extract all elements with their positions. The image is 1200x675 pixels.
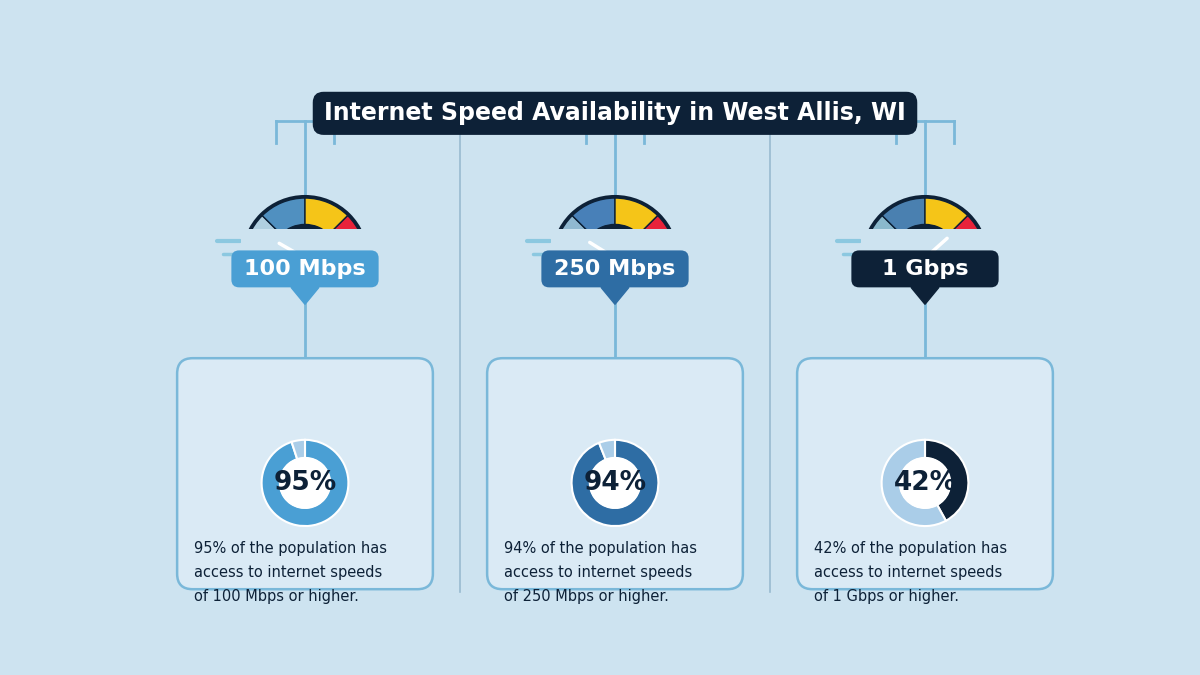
Wedge shape — [949, 215, 985, 258]
Wedge shape — [599, 440, 616, 460]
Wedge shape — [271, 225, 338, 258]
FancyBboxPatch shape — [232, 250, 379, 288]
Polygon shape — [601, 288, 629, 304]
Wedge shape — [571, 440, 659, 526]
FancyBboxPatch shape — [313, 92, 917, 135]
Text: 94%: 94% — [583, 470, 647, 496]
Wedge shape — [925, 440, 968, 520]
Wedge shape — [245, 215, 281, 258]
Wedge shape — [616, 198, 658, 234]
Circle shape — [612, 255, 618, 261]
Bar — [860, 229, 989, 267]
Wedge shape — [329, 215, 366, 258]
Text: 42% of the population has
access to internet speeds
of 1 Gbps or higher.: 42% of the population has access to inte… — [814, 541, 1007, 604]
Wedge shape — [262, 440, 348, 526]
Polygon shape — [292, 288, 319, 304]
Circle shape — [280, 458, 330, 508]
Wedge shape — [552, 195, 678, 258]
Wedge shape — [882, 440, 946, 526]
Text: 250 Mbps: 250 Mbps — [554, 259, 676, 279]
Bar — [241, 229, 370, 267]
FancyBboxPatch shape — [797, 358, 1052, 589]
Wedge shape — [638, 215, 676, 258]
Circle shape — [302, 255, 307, 261]
FancyBboxPatch shape — [178, 358, 433, 589]
Circle shape — [923, 255, 928, 261]
Wedge shape — [581, 225, 649, 258]
Wedge shape — [862, 195, 989, 258]
Text: 100 Mbps: 100 Mbps — [244, 259, 366, 279]
Wedge shape — [554, 215, 592, 258]
Circle shape — [900, 458, 950, 508]
Wedge shape — [925, 198, 967, 234]
Wedge shape — [305, 198, 348, 234]
FancyBboxPatch shape — [487, 358, 743, 589]
Text: 95% of the population has
access to internet speeds
of 100 Mbps or higher.: 95% of the population has access to inte… — [194, 541, 388, 604]
Wedge shape — [292, 440, 305, 459]
Bar — [551, 229, 679, 267]
Text: 42%: 42% — [894, 470, 956, 496]
Text: Internet Speed Availability in West Allis, WI: Internet Speed Availability in West Alli… — [324, 101, 906, 126]
Wedge shape — [892, 225, 959, 258]
Wedge shape — [241, 195, 368, 258]
FancyBboxPatch shape — [851, 250, 998, 288]
FancyBboxPatch shape — [541, 250, 689, 288]
Text: 1 Gbps: 1 Gbps — [882, 259, 968, 279]
Text: 95%: 95% — [274, 470, 337, 496]
Wedge shape — [864, 215, 901, 258]
Polygon shape — [911, 288, 938, 304]
Text: 94% of the population has
access to internet speeds
of 250 Mbps or higher.: 94% of the population has access to inte… — [504, 541, 697, 604]
Wedge shape — [572, 198, 616, 234]
Circle shape — [590, 458, 640, 508]
Wedge shape — [882, 198, 925, 234]
Wedge shape — [263, 198, 305, 234]
